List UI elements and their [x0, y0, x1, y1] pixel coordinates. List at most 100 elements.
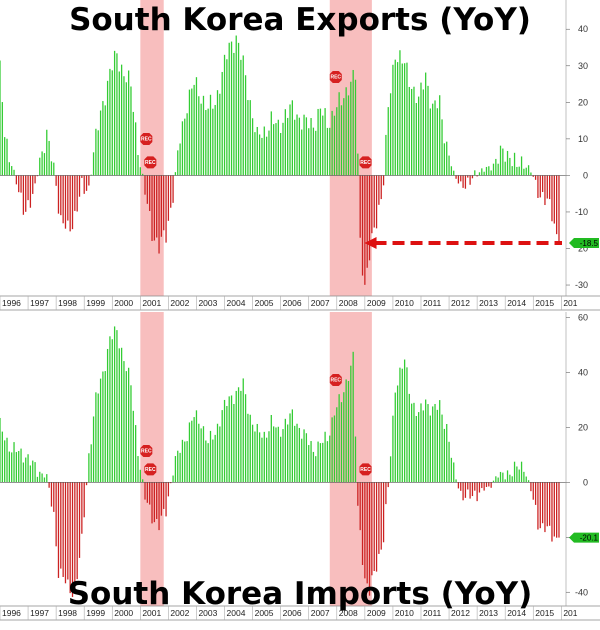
data-bar	[228, 396, 230, 483]
data-bar	[532, 175, 534, 177]
data-bar	[233, 52, 235, 176]
recession-end-flag-shape	[144, 463, 157, 476]
data-bar	[97, 130, 99, 176]
data-bar	[534, 175, 537, 180]
y-tick-label: 40	[578, 367, 588, 377]
data-bar	[95, 128, 97, 176]
data-bar	[326, 127, 329, 176]
data-bar	[303, 114, 305, 176]
data-bar	[467, 175, 469, 178]
data-bar	[207, 108, 209, 176]
recession-end-flag: REC	[144, 463, 157, 476]
data-bar	[361, 175, 364, 276]
recession-flag: REC	[329, 374, 342, 386]
data-bar	[223, 54, 226, 176]
data-bar	[13, 169, 15, 176]
data-bar	[32, 175, 34, 194]
data-bar	[198, 423, 200, 483]
data-bar	[27, 175, 29, 201]
data-bar	[118, 348, 120, 483]
data-bar	[261, 437, 263, 483]
annotation-arrow	[364, 237, 562, 250]
data-bar	[310, 118, 312, 176]
data-bar	[380, 175, 382, 200]
data-bar	[1, 102, 3, 176]
data-bar	[244, 394, 247, 483]
data-bar	[345, 87, 347, 176]
data-bar	[443, 428, 446, 483]
data-bar	[258, 432, 261, 483]
data-bar	[373, 175, 375, 228]
data-bar	[209, 430, 212, 483]
data-bar	[88, 175, 90, 186]
data-bar	[425, 72, 427, 176]
data-bar	[273, 124, 275, 176]
data-bar	[513, 461, 516, 483]
data-bar	[401, 63, 403, 176]
data-bar	[209, 94, 212, 176]
data-bar	[275, 427, 277, 483]
data-bar	[382, 482, 385, 543]
x-tick-label: 2004	[227, 298, 246, 308]
y-tick-label: 10	[578, 134, 588, 144]
data-bar	[469, 482, 471, 499]
data-bar	[530, 172, 532, 176]
data-bar	[331, 417, 333, 483]
x-tick-label: 2000	[114, 298, 133, 308]
data-bar	[418, 412, 420, 483]
data-bar	[60, 175, 62, 216]
data-bar	[432, 406, 434, 483]
data-bar	[78, 175, 81, 197]
data-bar	[55, 175, 57, 186]
data-bar	[216, 90, 219, 176]
data-bar	[495, 158, 497, 176]
data-bar	[359, 175, 361, 238]
data-bar	[25, 175, 27, 212]
data-bar	[551, 175, 553, 222]
recession-band	[140, 312, 164, 606]
data-bar	[490, 482, 492, 488]
data-bar	[537, 175, 539, 198]
data-bar	[408, 393, 410, 483]
data-bar	[144, 482, 146, 500]
data-bar	[242, 55, 244, 176]
data-bar	[29, 465, 32, 483]
data-bar	[366, 482, 368, 584]
data-bar	[69, 175, 71, 232]
data-bar	[492, 480, 495, 483]
data-bar	[240, 59, 242, 176]
data-bar	[340, 105, 343, 176]
x-tick-label: 2015	[535, 298, 554, 308]
data-bar	[294, 425, 296, 483]
data-bar	[396, 62, 399, 176]
data-bar	[113, 50, 116, 176]
data-bar	[151, 175, 153, 241]
data-bar	[338, 92, 340, 176]
data-bar	[513, 152, 516, 176]
data-bar	[237, 387, 240, 483]
data-bar	[548, 482, 551, 526]
data-bar	[249, 100, 251, 176]
x-tick-label: 2003	[198, 608, 217, 618]
data-bar	[345, 379, 347, 483]
data-bar	[74, 482, 76, 589]
data-bar	[270, 111, 272, 176]
data-bar	[403, 63, 406, 176]
x-tick-label: 2013	[479, 608, 498, 618]
data-bar	[392, 64, 394, 176]
data-bar	[525, 167, 527, 176]
data-bar	[57, 482, 60, 578]
x-tick-label: 2008	[339, 608, 358, 618]
data-bar	[18, 175, 20, 193]
data-bar	[95, 392, 97, 483]
data-bar	[186, 113, 188, 176]
data-bar	[249, 414, 251, 483]
data-bar	[106, 80, 109, 176]
data-bar	[139, 469, 141, 483]
data-bar	[289, 413, 291, 483]
data-bar	[371, 482, 373, 576]
data-bar	[137, 155, 139, 176]
data-bar	[338, 394, 340, 483]
data-bar	[352, 351, 354, 483]
data-bar	[6, 138, 8, 176]
